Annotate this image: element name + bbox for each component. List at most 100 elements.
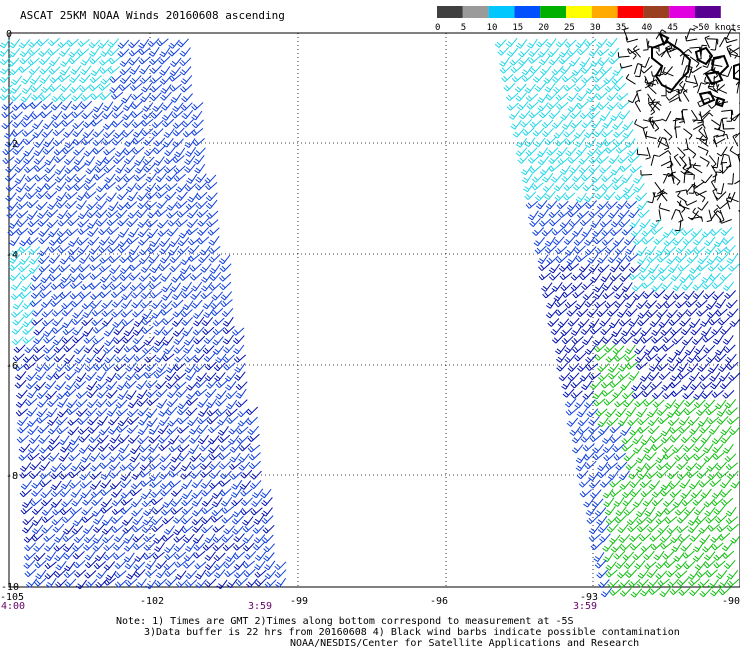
wind-barb	[630, 327, 642, 337]
wind-barb	[696, 569, 709, 578]
wind-barb	[27, 227, 40, 236]
wind-barb	[577, 46, 590, 56]
wind-barb	[204, 361, 217, 371]
wind-barb	[102, 120, 115, 130]
wind-barb	[43, 327, 55, 337]
wind-barb	[164, 146, 176, 157]
wind-barb	[564, 343, 576, 354]
wind-barb	[68, 48, 80, 58]
wind-barb	[155, 190, 168, 199]
wind-barb	[23, 362, 36, 371]
wind-barb	[535, 199, 548, 210]
wind-barb	[132, 335, 145, 345]
wind-barb	[145, 408, 158, 418]
wind-barb	[47, 200, 59, 210]
wind-barb	[596, 569, 609, 579]
wind-barb	[173, 551, 187, 560]
wind-barb	[684, 506, 696, 516]
wind-barb	[700, 488, 712, 499]
wind-barb	[99, 255, 112, 264]
wind-barb	[515, 92, 527, 102]
wind-barb	[143, 147, 156, 157]
wind-barb	[115, 408, 129, 417]
wind-barb	[524, 191, 537, 200]
wind-barb	[179, 471, 193, 480]
wind-barb	[614, 515, 627, 524]
wind-barb	[694, 515, 708, 525]
wind-barb	[125, 182, 137, 193]
wind-barb	[644, 462, 657, 471]
wind-barb	[553, 129, 565, 139]
wind-barb	[219, 273, 232, 282]
wind-barb	[653, 550, 665, 561]
wind-barb	[159, 470, 171, 480]
wind-barb	[144, 362, 157, 372]
wind-barb	[83, 147, 96, 157]
wind-barb	[614, 192, 627, 201]
wind-barb	[71, 299, 84, 308]
wind-barb	[703, 344, 716, 354]
wind-barb	[608, 56, 621, 65]
wind-barb	[143, 506, 155, 517]
wind-barb	[82, 327, 94, 337]
wind-barb	[129, 75, 142, 85]
wind-barb	[609, 379, 622, 388]
wind-barb	[145, 389, 158, 398]
wind-barb	[178, 228, 190, 239]
wind-barb	[567, 372, 580, 382]
wind-barb	[634, 99, 642, 113]
wind-barb	[215, 353, 227, 363]
wind-barb	[616, 200, 628, 210]
wind-barb	[698, 126, 707, 139]
wind-barb	[628, 469, 640, 480]
wind-barb	[566, 417, 579, 427]
wind-barb	[5, 183, 18, 192]
wind-barb	[22, 354, 35, 363]
wind-barb	[625, 569, 638, 578]
wind-barb	[588, 479, 601, 489]
wind-barb	[274, 569, 287, 579]
wind-barb	[729, 318, 740, 327]
wind-barb	[244, 550, 257, 560]
wind-barb	[655, 560, 668, 570]
wind-barb	[48, 452, 60, 462]
wind-barb	[111, 525, 124, 533]
wind-barb	[117, 416, 129, 427]
wind-barb	[574, 83, 587, 93]
wind-barb	[20, 101, 34, 110]
wind-barb	[610, 165, 622, 176]
wind-barb	[683, 290, 695, 300]
wind-barb	[551, 119, 564, 129]
wind-barb	[127, 254, 140, 263]
color-scale: 0 5 10 15 20 25 30 35 40 45 >50 knots	[435, 6, 740, 33]
wind-barb	[132, 326, 144, 336]
wind-barb	[73, 559, 86, 569]
wind-barb	[681, 497, 694, 507]
wind-barb	[648, 263, 660, 274]
wind-barb	[692, 497, 705, 506]
wind-barb	[561, 335, 574, 345]
lat-label: 0	[6, 29, 12, 40]
wind-barb	[690, 489, 703, 499]
wind-barb	[563, 182, 576, 191]
wind-barb	[564, 39, 577, 48]
wind-barb	[204, 372, 217, 382]
wind-barb	[692, 281, 705, 291]
wind-barb	[603, 397, 616, 406]
wind-barb	[34, 560, 47, 569]
wind-barb	[41, 515, 55, 523]
wind-barb	[183, 344, 195, 354]
wind-barb	[67, 246, 80, 256]
wind-barb	[138, 236, 150, 246]
wind-barb	[589, 326, 603, 335]
wind-barb	[146, 228, 159, 239]
wind-barb	[81, 137, 94, 146]
wind-barb	[635, 453, 647, 464]
wind-barb	[662, 290, 675, 301]
wind-barb	[704, 245, 717, 255]
wind-barb	[560, 110, 572, 121]
wind-barb	[126, 424, 139, 434]
wind-barb	[592, 74, 605, 83]
wind-barb	[640, 435, 652, 446]
wind-barb	[727, 192, 739, 203]
